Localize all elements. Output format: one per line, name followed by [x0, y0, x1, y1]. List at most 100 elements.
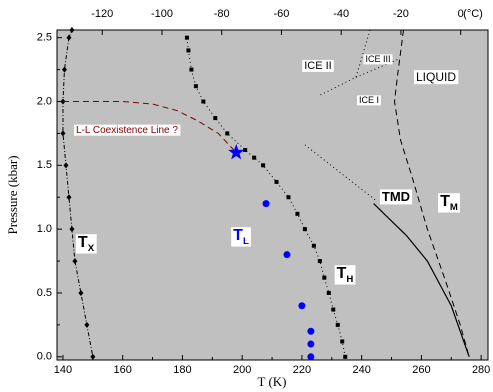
annotation-box	[74, 124, 181, 136]
x-tick-label: 140	[54, 364, 72, 376]
y-tick-label: 2.0	[37, 95, 52, 107]
marker	[72, 258, 78, 265]
annotation-text: TM	[440, 193, 458, 212]
annotation-text: LIQUID	[416, 70, 456, 84]
annotation-box	[363, 54, 393, 65]
y-tick-label: 2.5	[37, 32, 52, 44]
annotation-sub: L	[243, 236, 249, 247]
marker	[63, 162, 69, 169]
marker	[228, 144, 245, 160]
curve	[319, 30, 371, 96]
marker	[343, 354, 348, 359]
marker	[189, 67, 194, 72]
marker	[193, 84, 198, 89]
marker	[307, 340, 315, 348]
annotation-sub: M	[450, 202, 458, 213]
x2-tick-label: -60	[274, 8, 290, 20]
x-tick-label: 220	[293, 364, 311, 376]
marker	[261, 163, 266, 168]
marker	[184, 35, 189, 40]
marker	[69, 226, 75, 233]
marker	[243, 148, 248, 152]
annotation-main: ICE II	[304, 60, 332, 72]
marker	[66, 34, 72, 41]
annotation-box	[231, 227, 251, 247]
curve	[373, 203, 470, 358]
marker	[340, 339, 345, 344]
x-tick-label: 180	[173, 364, 191, 376]
annotation-sub: X	[88, 243, 95, 254]
y-axis-title: Pressure (kbar)	[5, 155, 20, 234]
marker	[311, 243, 316, 248]
plot-background	[57, 30, 488, 360]
annotation: TL	[231, 227, 251, 247]
curve	[186, 37, 346, 357]
annotation-main: T	[440, 193, 450, 210]
annotation-sub: H	[346, 274, 353, 285]
annotation-main: TMD	[382, 189, 410, 204]
curve	[394, 30, 470, 357]
annotation-text: TMD	[382, 189, 410, 204]
marker	[201, 99, 206, 104]
marker	[307, 327, 315, 335]
annotation-text: L-L Coexistence Line ?	[76, 125, 178, 136]
marker	[302, 227, 307, 232]
annotation-box	[302, 59, 334, 72]
x-tick-label: 260	[412, 364, 430, 376]
marker	[60, 130, 66, 137]
marker	[298, 302, 306, 310]
marker	[274, 179, 279, 184]
y-tick-label: 1.5	[37, 159, 52, 171]
annotation: L-L Coexistence Line ?	[74, 124, 181, 136]
y-tick-label: 0.5	[37, 287, 52, 299]
x2-tick-label: -80	[214, 8, 230, 20]
marker	[335, 322, 340, 327]
x2-axis-title: (°C)	[463, 8, 483, 20]
annotation-main: T	[233, 227, 243, 244]
marker	[84, 321, 90, 328]
annotation: ICE I	[356, 95, 382, 106]
annotation-main: T	[78, 234, 88, 251]
marker	[295, 211, 300, 216]
marker	[252, 155, 257, 160]
annotation: TM	[438, 193, 460, 213]
y-tick-label: 0.0	[37, 351, 52, 363]
marker	[331, 307, 336, 312]
annotation: ICE II	[302, 59, 334, 72]
curve	[62, 30, 94, 357]
annotation: TX	[75, 234, 97, 254]
marker	[307, 353, 315, 361]
marker	[61, 66, 67, 73]
annotation-text: TX	[78, 234, 95, 253]
marker	[66, 194, 72, 201]
marker	[225, 131, 230, 136]
marker	[317, 259, 322, 264]
annotation-box	[75, 234, 97, 254]
x2-tick-label: -40	[333, 8, 349, 20]
x-tick-label: 240	[352, 364, 370, 376]
annotation-box	[413, 70, 459, 85]
marker	[78, 289, 84, 296]
marker	[262, 200, 270, 208]
x-tick-label: 160	[114, 364, 132, 376]
annotation-box	[379, 189, 413, 205]
annotation-main: ICE I	[359, 95, 379, 105]
marker	[186, 48, 191, 53]
marker	[322, 275, 327, 280]
y-tick-label: 1.0	[37, 223, 52, 235]
annotation: ICE III	[363, 54, 393, 65]
x-tick-label: 200	[233, 364, 251, 376]
annotation: TH	[334, 265, 356, 285]
annotation-box	[438, 193, 460, 213]
annotation-text: ICE II	[304, 60, 332, 72]
x-axis-title: T (K)	[257, 374, 286, 389]
marker	[286, 195, 291, 200]
annotation-text: TL	[233, 227, 249, 246]
marker	[326, 290, 331, 295]
annotation-text: ICE III	[365, 54, 390, 64]
plot-frame	[56, 29, 489, 361]
annotation-box	[356, 95, 382, 106]
x2-tick-label: 0	[458, 8, 464, 20]
curve	[304, 144, 376, 201]
